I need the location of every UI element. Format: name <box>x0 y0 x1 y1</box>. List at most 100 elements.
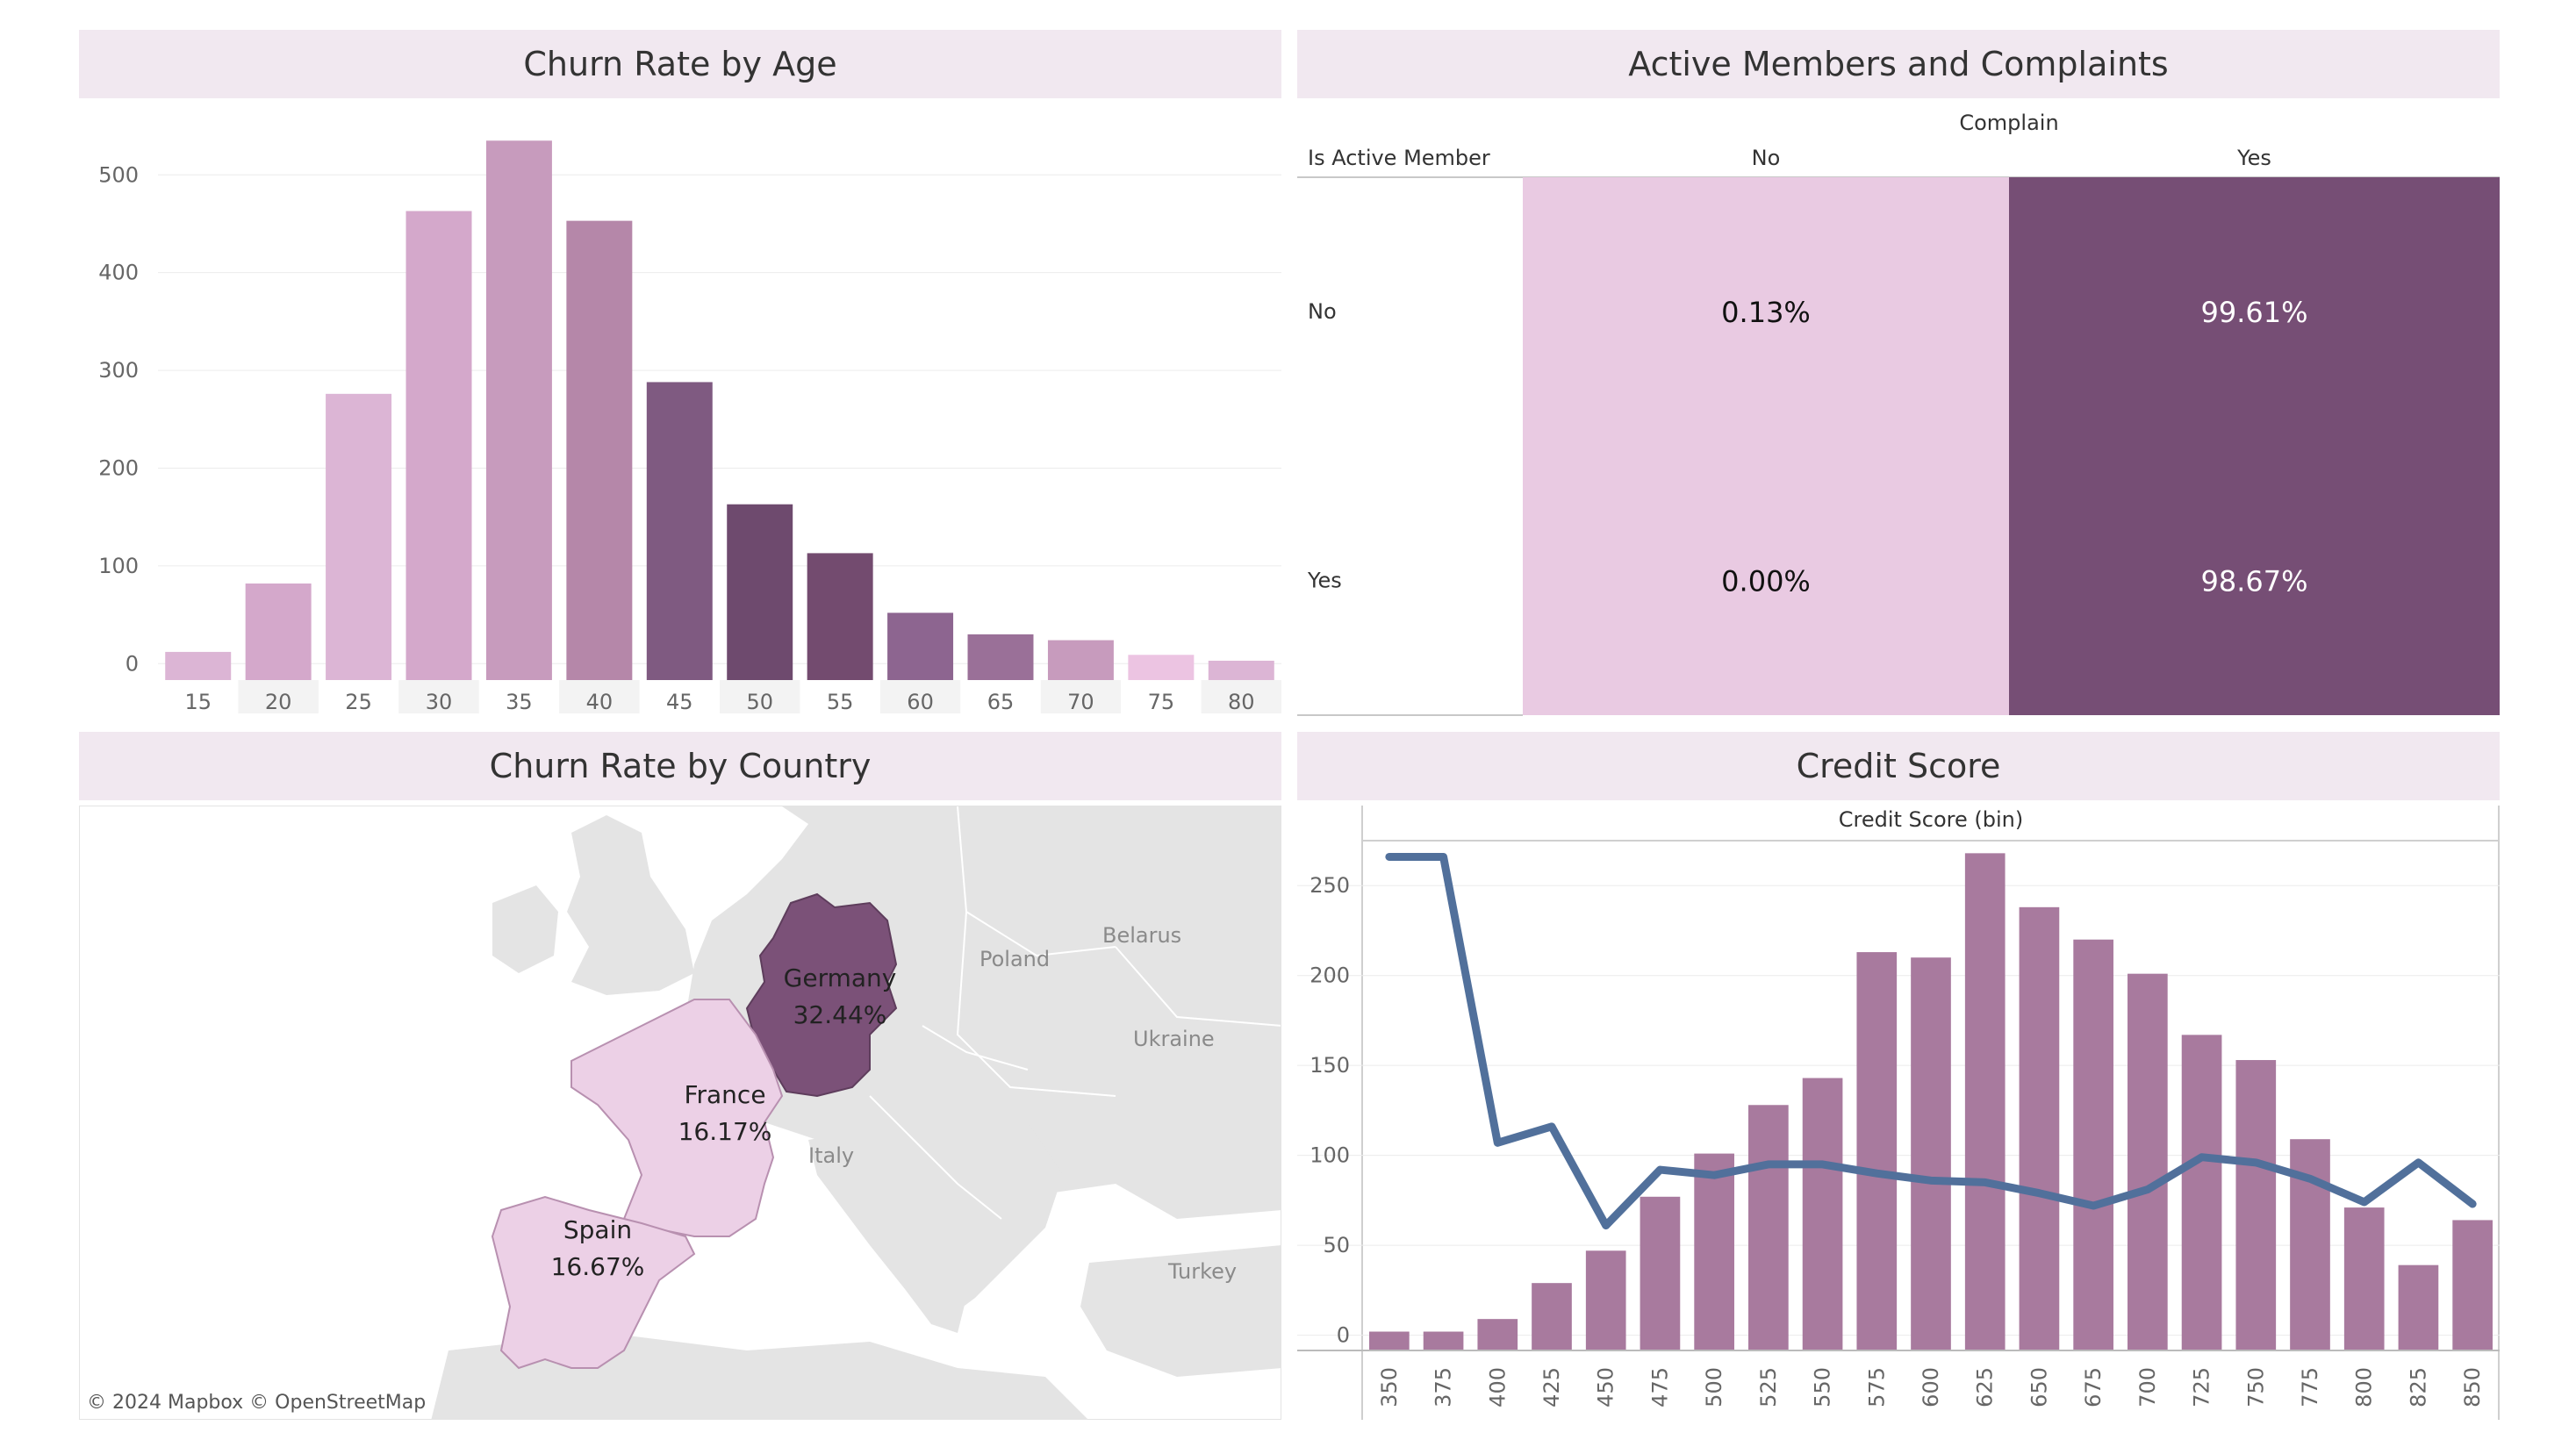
heatmap-cell-value: 0.00% <box>1721 565 1811 598</box>
europe-map[interactable]: Germany 32.44% France 16.17% Spain 16.67… <box>80 806 1281 1420</box>
credit-bar-500 <box>1694 1153 1734 1350</box>
age-y-tick: 200 <box>98 455 139 480</box>
age-x-tick: 70 <box>1067 690 1094 714</box>
credit-bar-525 <box>1748 1105 1789 1350</box>
heatmap-row-header: Is Active Member <box>1308 146 1490 170</box>
age-bar-50 <box>727 504 793 680</box>
credit-x-tick: 650 <box>2027 1367 2051 1408</box>
age-bar-20 <box>245 583 312 680</box>
age-x-tick: 65 <box>987 690 1015 714</box>
map-label-germany: Germany <box>784 963 897 992</box>
heatmap-panel: Complain Is Active Member No Yes No 0.13% 99.6… <box>1297 104 2500 718</box>
land-ireland <box>492 885 558 973</box>
age-x-tick: 35 <box>506 690 533 714</box>
map-attribution[interactable]: © 2024 Mapbox © OpenStreetMap <box>87 1392 427 1414</box>
credit-y-tick: 50 <box>1323 1233 1350 1257</box>
age-y-tick: 300 <box>98 358 139 383</box>
credit-bar-700 <box>2128 973 2168 1350</box>
country-france[interactable] <box>570 999 784 1237</box>
map-value-spain: 16.67% <box>551 1252 645 1281</box>
country-germany[interactable] <box>745 892 898 1098</box>
heatmap-cell-value: 98.67% <box>2200 565 2307 598</box>
age-x-band <box>720 680 800 713</box>
credit-x-tick: 800 <box>2352 1367 2377 1408</box>
map-label-france: France <box>684 1080 765 1109</box>
heatmap-col-label-No: No <box>1752 146 1781 170</box>
credit-bar-425 <box>1532 1283 1572 1350</box>
heatmap-col-label-Yes: Yes <box>2236 146 2271 170</box>
age-x-band <box>879 680 961 713</box>
age-x-band <box>398 680 479 713</box>
credit-bar-450 <box>1585 1250 1626 1350</box>
credit-x-tick: 475 <box>1647 1367 1672 1408</box>
credit-bar-650 <box>2019 906 2060 1350</box>
age-bar-35 <box>485 140 552 680</box>
age-x-tick: 60 <box>907 690 934 714</box>
credit-bar-850 <box>2452 1220 2493 1350</box>
heatmap-cell-value: 0.13% <box>1721 296 1811 329</box>
credit-x-tick: 625 <box>1973 1367 1998 1408</box>
age-x-tick: 40 <box>586 690 614 714</box>
place-label-turkey: Turkey <box>1167 1259 1237 1284</box>
place-label-poland: Poland <box>979 947 1050 971</box>
heatmap-cell <box>1523 177 2009 446</box>
age-bar-55 <box>807 553 873 680</box>
credit-x-axis-title: Credit Score (bin) <box>1839 807 2024 832</box>
age-x-band <box>559 680 640 713</box>
credit-bar-575 <box>1856 952 1898 1350</box>
credit-x-tick: 850 <box>2460 1367 2485 1408</box>
heatmap-row-label-No: No <box>1308 299 1337 324</box>
credit-x-tick: 375 <box>1432 1367 1456 1408</box>
credit-x-tick: 550 <box>1811 1367 1835 1408</box>
land-turkey <box>1080 1245 1281 1377</box>
credit-bar-800 <box>2343 1207 2385 1350</box>
credit-x-tick: 350 <box>1377 1367 1402 1408</box>
age-x-tick: 80 <box>1228 690 1255 714</box>
heatmap-table: Complain Is Active Member No Yes No 0.13% 99.6… <box>1297 111 2500 716</box>
credit-trend-line <box>1385 852 2477 1230</box>
age-x-tick: 30 <box>426 690 453 714</box>
age-y-tick: 0 <box>126 651 139 676</box>
credit-bar-825 <box>2398 1264 2439 1350</box>
age-bar-75 <box>1128 655 1195 680</box>
age-bar-30 <box>405 211 472 681</box>
heatmap-title: Active Members and Complaints <box>1297 30 2500 98</box>
credit-chart-panel: Credit Score (bin) 0 50 100 150 200 250 350 375 4… <box>1297 806 2500 1420</box>
age-x-tick: 50 <box>746 690 773 714</box>
heatmap-cell <box>1523 446 2009 715</box>
land-italy <box>808 1131 966 1333</box>
age-y-tick: 100 <box>98 554 139 578</box>
age-bar-65 <box>967 634 1034 680</box>
heatmap-cell <box>2009 446 2500 715</box>
credit-x-tick: 450 <box>1594 1367 1618 1408</box>
credit-y-tick: 200 <box>1310 963 1350 988</box>
credit-score-chart: Credit Score (bin) 0 50 100 150 200 250 350 375 4… <box>1297 806 2500 1420</box>
credit-bar-675 <box>2073 939 2113 1350</box>
age-y-tick: 500 <box>98 162 139 187</box>
age-bar-chart: 0 100 200 300 400 500 15 20 25 30 35 40 45 50 55 60 65 70… <box>98 140 1281 714</box>
credit-x-tick: 725 <box>2190 1367 2214 1408</box>
age-bar-60 <box>887 612 954 680</box>
land-scandinavia <box>852 806 1001 877</box>
heatmap-cell <box>2009 177 2500 446</box>
age-chart-panel: 0 100 200 300 400 500 15 20 25 30 35 40 45 50 55 60 65 70… <box>79 104 1281 718</box>
heatmap-column-header: Complain <box>1959 111 2058 135</box>
country-spain[interactable] <box>491 1195 696 1370</box>
age-chart-title: Churn Rate by Age <box>79 30 1281 98</box>
age-x-tick: 45 <box>666 690 693 714</box>
credit-x-tick: 700 <box>2135 1367 2160 1408</box>
country-map-panel[interactable]: Germany 32.44% France 16.17% Spain 16.67… <box>79 806 1281 1420</box>
credit-bar-350 <box>1369 1331 1410 1350</box>
age-bar-45 <box>646 382 713 680</box>
credit-x-tick: 425 <box>1539 1367 1564 1408</box>
place-label-italy: Italy <box>808 1143 854 1168</box>
age-x-band <box>1040 680 1122 713</box>
map-label-spain: Spain <box>563 1215 632 1244</box>
credit-x-tick: 400 <box>1485 1367 1510 1408</box>
country-map-title: Churn Rate by Country <box>79 732 1281 800</box>
credit-bar-600 <box>1911 957 1951 1350</box>
credit-x-tick: 775 <box>2298 1367 2322 1408</box>
credit-bar-625 <box>1964 853 2006 1350</box>
credit-x-tick: 575 <box>1864 1367 1889 1408</box>
credit-bar-550 <box>1802 1078 1843 1350</box>
